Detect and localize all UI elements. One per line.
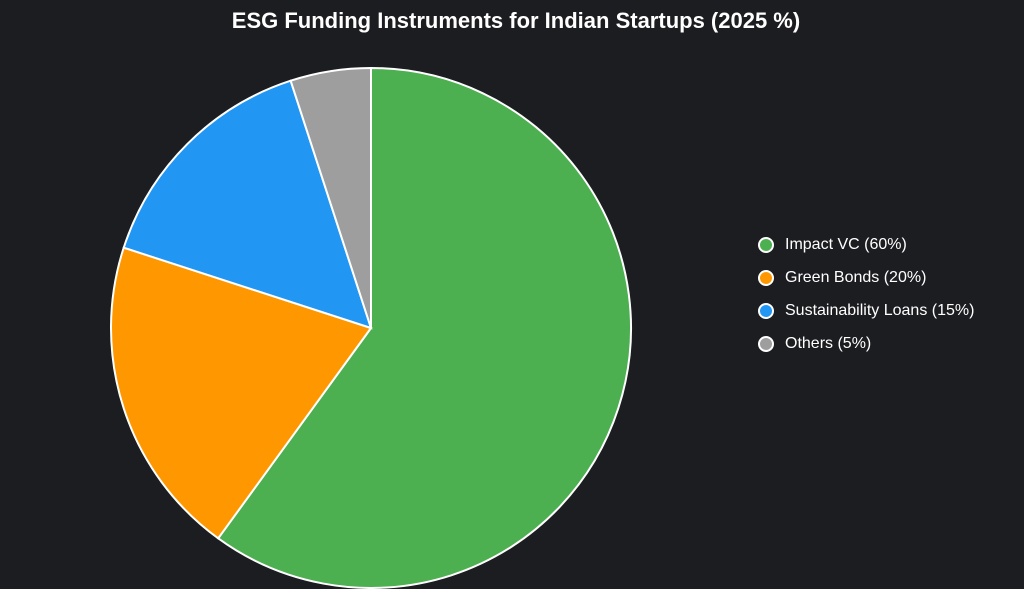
pie-slice — [110, 246, 373, 540]
chart-title: ESG Funding Instruments for Indian Start… — [232, 8, 800, 33]
legend-label: Others (5%) — [785, 335, 871, 352]
legend-marker — [758, 336, 774, 352]
legend-marker — [758, 303, 774, 319]
legend-label: Impact VC (60%) — [785, 236, 907, 253]
legend-label: Green Bonds (20%) — [785, 269, 926, 286]
legend-label: Sustainability Loans (15%) — [785, 302, 974, 319]
pie-slice — [122, 79, 373, 330]
pie-slice — [289, 66, 372, 329]
legend-marker — [758, 237, 774, 253]
legend-marker — [758, 270, 774, 286]
pie-slice — [216, 66, 632, 589]
